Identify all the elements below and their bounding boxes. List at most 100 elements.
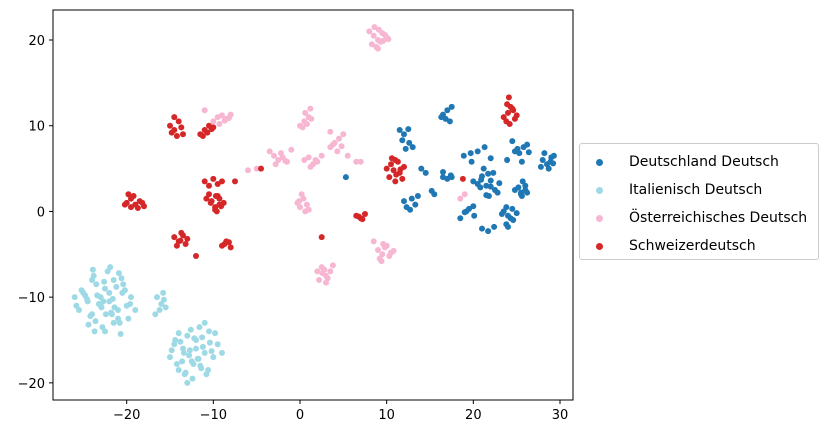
data-point (308, 115, 315, 122)
data-point (513, 210, 520, 217)
data-point (179, 358, 186, 365)
data-point (128, 204, 134, 211)
y-tick-label: 10 (28, 120, 45, 135)
data-point (71, 294, 78, 301)
data-point (156, 307, 163, 313)
data-point (399, 175, 406, 182)
data-point (428, 187, 435, 194)
data-point (481, 144, 488, 151)
data-point (214, 181, 221, 187)
data-point (440, 169, 446, 175)
data-point (221, 117, 228, 124)
data-point (87, 313, 94, 319)
data-point (353, 158, 360, 165)
legend-label: Österreichisches Deutsch (629, 210, 808, 226)
data-point (128, 294, 134, 301)
data-point (318, 152, 325, 159)
data-point (479, 225, 485, 232)
data-point (168, 347, 175, 354)
data-point (477, 184, 484, 191)
data-point (386, 253, 393, 259)
data-point (383, 165, 390, 172)
data-point (101, 278, 108, 285)
data-point (186, 352, 193, 359)
data-point (388, 161, 394, 168)
data-point (409, 144, 416, 151)
data-point (98, 304, 105, 311)
data-point (506, 121, 513, 127)
data-point (73, 302, 80, 309)
data-point (316, 277, 323, 283)
series-0 (342, 103, 557, 235)
data-point (412, 201, 419, 208)
data-point (184, 332, 191, 339)
data-point (457, 215, 464, 222)
x-tick-label: −10 (200, 408, 227, 423)
data-point (509, 138, 516, 145)
data-point (152, 311, 159, 318)
data-point (519, 178, 526, 185)
data-point (480, 165, 487, 172)
data-point (213, 208, 220, 215)
data-point (113, 283, 120, 290)
data-point (522, 182, 529, 189)
data-point (206, 182, 212, 189)
data-point (187, 326, 194, 333)
data-point (301, 157, 308, 163)
x-tick-label: −20 (113, 408, 140, 423)
data-point (327, 128, 334, 135)
data-point (467, 150, 474, 157)
data-point (275, 157, 282, 163)
data-point (537, 163, 544, 170)
data-point (175, 330, 182, 337)
plot-frame (52, 9, 574, 401)
data-point (199, 334, 206, 341)
data-point (173, 361, 180, 367)
data-point (303, 121, 310, 127)
legend-label: Schweizerdeutsch (629, 238, 756, 254)
data-point (487, 177, 494, 184)
data-point (177, 338, 184, 345)
data-point (388, 155, 395, 162)
data-point (225, 239, 232, 246)
data-point (505, 109, 511, 116)
legend-marker (596, 186, 603, 194)
data-point (121, 287, 128, 294)
data-point (448, 174, 455, 181)
data-point (85, 321, 92, 328)
y-axis: −20 −10 0 10 20 (18, 34, 53, 392)
data-point (524, 141, 531, 148)
data-point (375, 247, 381, 253)
data-point (505, 94, 512, 101)
data-point (342, 174, 349, 181)
data-point (461, 191, 468, 198)
data-point (378, 258, 385, 265)
data-point (362, 211, 368, 217)
data-point (504, 157, 511, 163)
data-point (509, 205, 516, 212)
data-point (375, 26, 382, 33)
data-point (487, 155, 494, 162)
data-point (139, 199, 146, 206)
legend-item-deutschland: Deutschland Deutsch (580, 152, 779, 172)
data-point (401, 131, 407, 138)
data-point (132, 307, 139, 313)
data-point (461, 209, 468, 216)
data-point (468, 158, 475, 165)
y-tick-label: 0 (37, 205, 45, 220)
data-point (329, 141, 336, 148)
data-point (118, 275, 125, 282)
data-point (550, 152, 557, 159)
legend-item-schweiz: Schweizerdeutsch (580, 236, 756, 256)
data-point (444, 107, 451, 114)
data-point (401, 198, 407, 205)
data-point (327, 268, 334, 275)
data-point (108, 311, 115, 318)
data-point (178, 229, 185, 236)
data-point (177, 237, 184, 244)
x-tick-label: 20 (465, 408, 482, 423)
data-point (172, 337, 179, 343)
data-point (198, 365, 205, 372)
data-point (405, 126, 412, 133)
data-point (107, 264, 114, 271)
